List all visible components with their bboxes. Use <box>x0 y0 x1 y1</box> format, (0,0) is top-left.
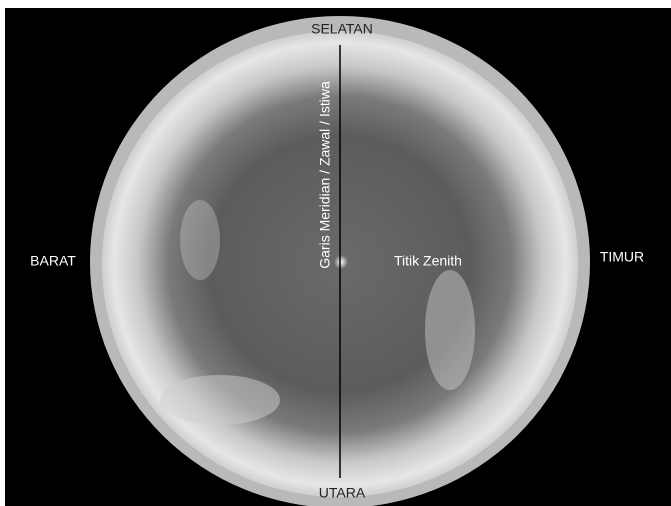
label-south: SELATAN <box>311 21 373 37</box>
label-zenith: Titik Zenith <box>394 253 462 269</box>
cloud <box>425 270 475 390</box>
cloud <box>180 200 220 280</box>
label-west: BARAT <box>30 253 76 269</box>
label-north: UTARA <box>319 485 366 501</box>
zenith-point <box>334 255 348 269</box>
label-east: TIMUR <box>600 249 644 265</box>
label-meridian: Garis Meridian / Zawal / Istiwa <box>317 81 333 269</box>
cloud <box>160 375 280 425</box>
